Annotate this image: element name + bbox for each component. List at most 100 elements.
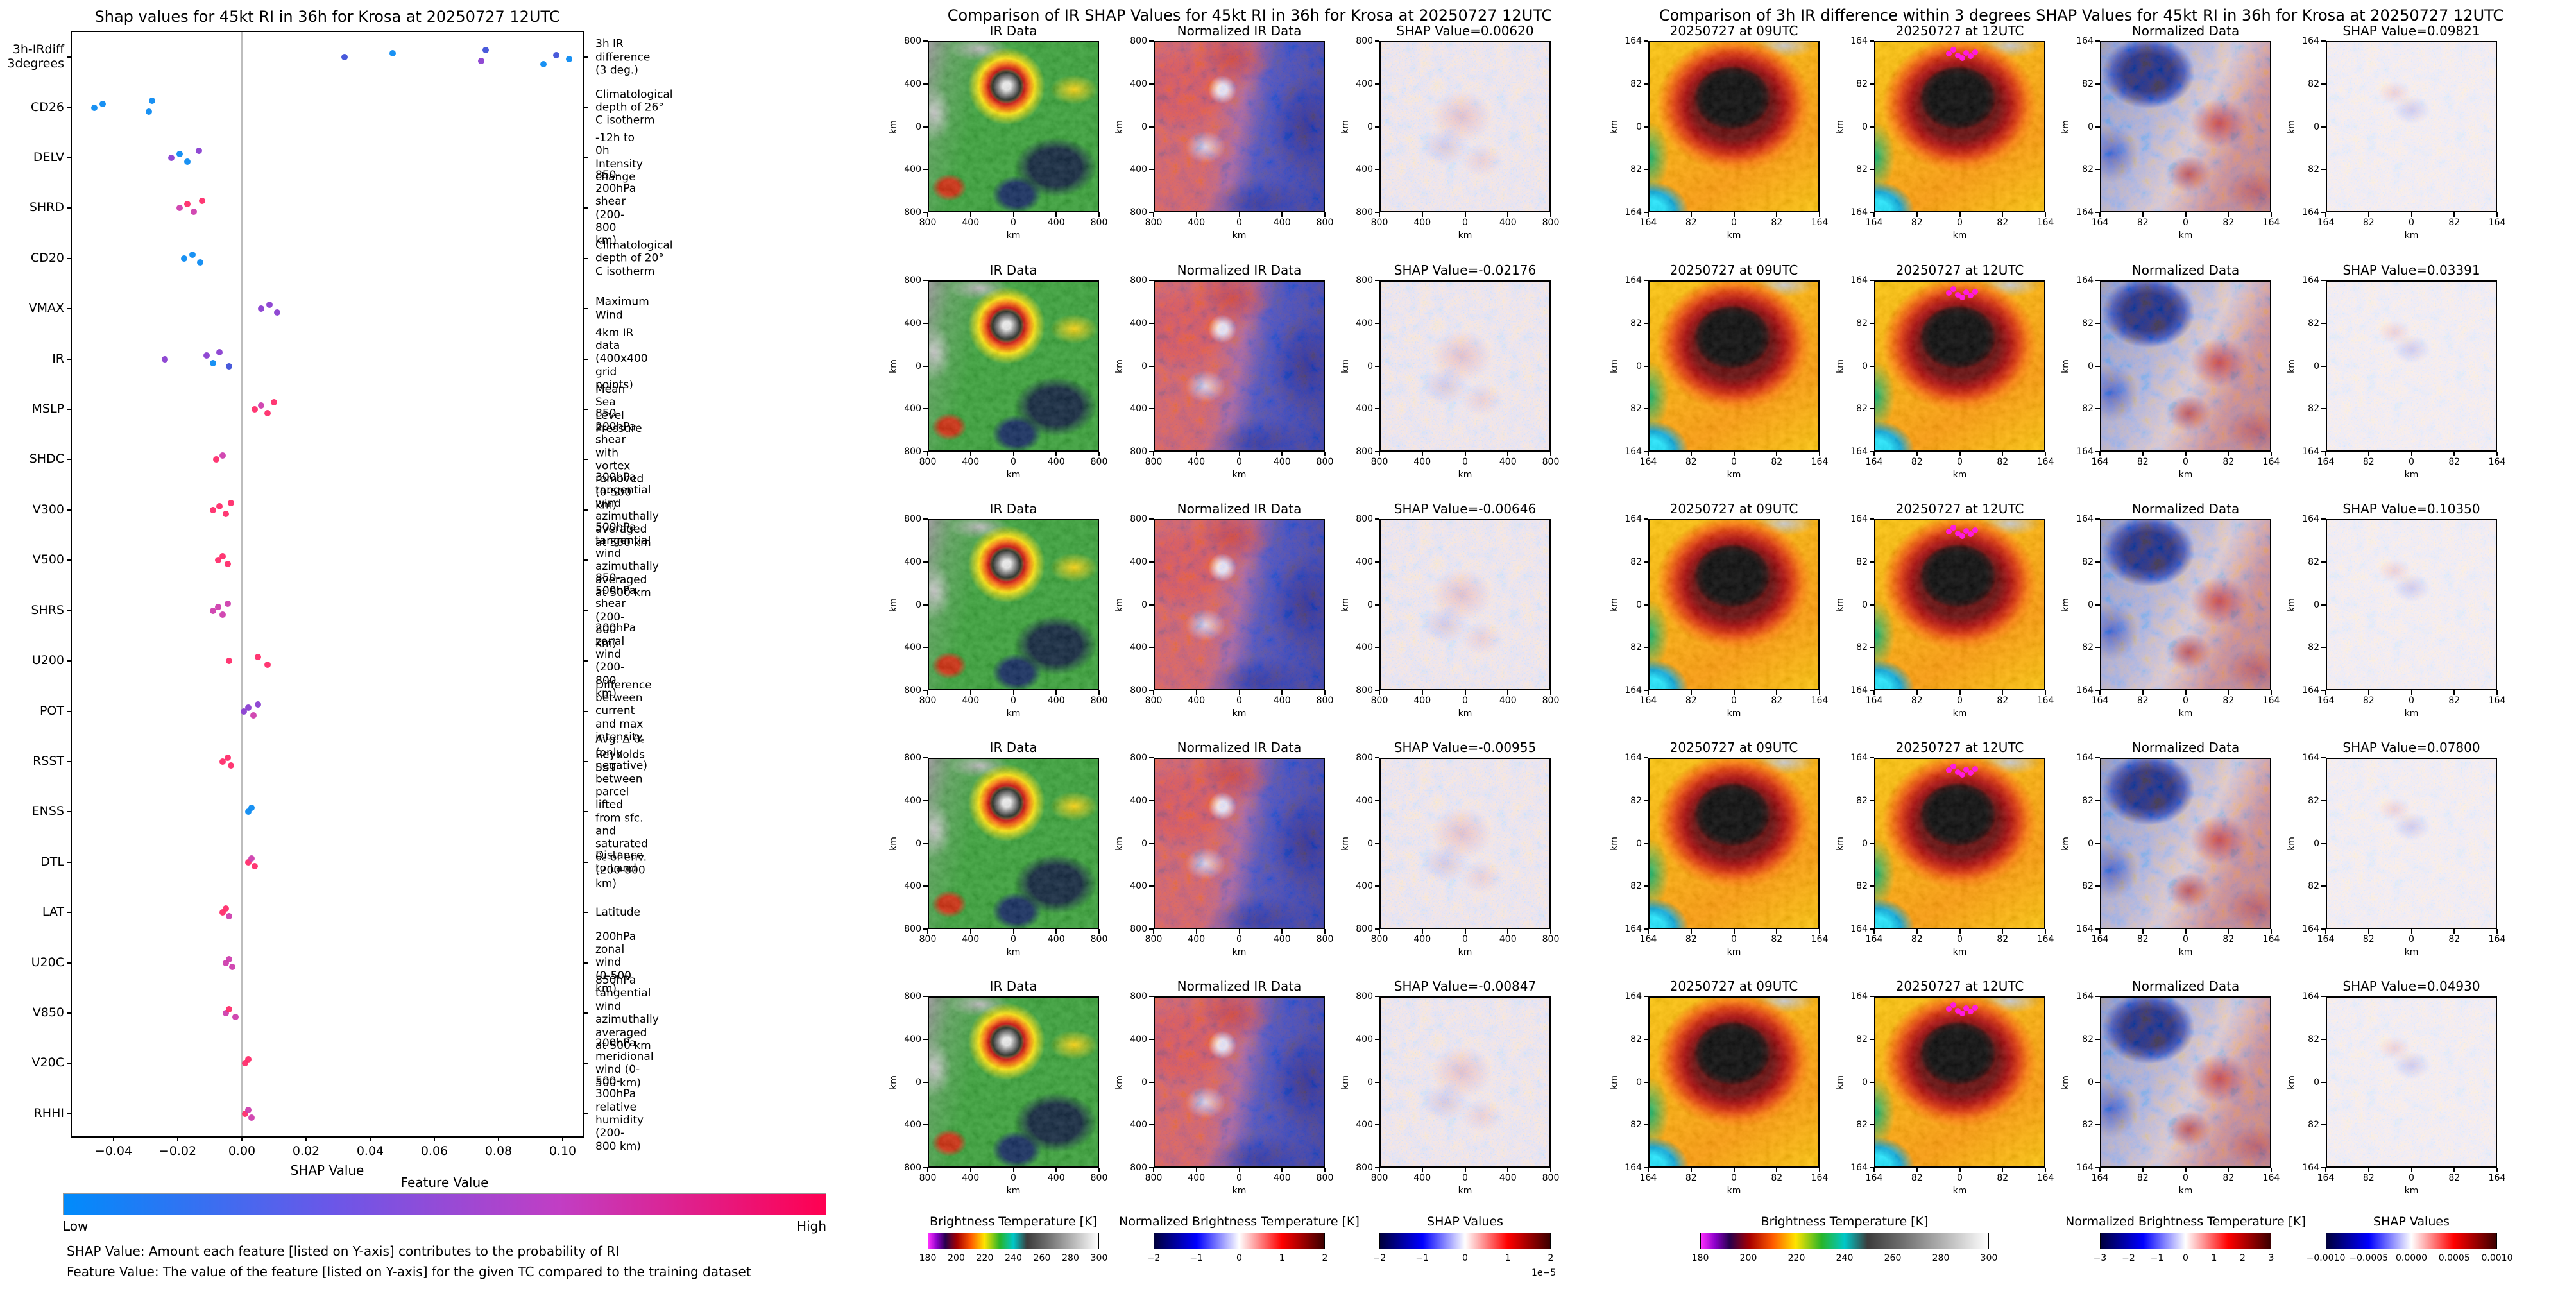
ir-shap-map-subplot: SHAP Value=-0.00955 800 800 400 400 0 0 400 400 8…	[1340, 740, 1559, 957]
x-tick-mark	[1012, 452, 1014, 456]
y-tick-mark	[2095, 408, 2100, 410]
y-tick-label: 82	[2082, 795, 2094, 806]
x-tick-label: 0	[1462, 457, 1468, 467]
x-tick-label: 800	[1090, 934, 1108, 944]
noise-texture	[2327, 282, 2496, 450]
y-tick-mark	[1644, 647, 1648, 649]
x-tick-label: 800	[1542, 218, 1560, 228]
subplot-title: Normalized IR Data	[1177, 23, 1302, 38]
y-tick-label: 82	[2082, 78, 2094, 89]
x-tick-label: 400	[962, 696, 980, 706]
y-tick-label: 400	[1130, 1034, 1147, 1045]
x-tick-mark	[1324, 929, 1326, 934]
x-tick-label: 400	[1188, 1173, 1206, 1183]
shap-dot	[216, 502, 223, 509]
y-tick-mark	[1644, 928, 1648, 930]
y-tick-label: 82	[1856, 164, 1868, 175]
noise-texture	[1381, 520, 1549, 689]
colorbar-tick-label: 240	[1005, 1253, 1022, 1263]
shap-dot	[245, 858, 252, 866]
y-tick-label: 82	[2308, 642, 2319, 653]
y-tick-mark	[1149, 757, 1154, 758]
x-tick-label: 0.10	[549, 1144, 577, 1158]
y-tick-label: 400	[1130, 1120, 1147, 1131]
shap-dot	[210, 607, 216, 614]
ir-data-subplot: IR Data 800 800 400 400 0 0 400 400 800 800 km km	[889, 978, 1107, 1196]
y-tick-mark	[1870, 40, 1874, 42]
y-tick-label: 400	[1130, 404, 1147, 414]
ir-12utc-subplot: 20250727 at 12UTC 164 164 82 82 0 0 82 82 164 164 k…	[1835, 978, 2054, 1196]
x-tick-mark	[2271, 452, 2272, 456]
colorbar-label: Brightness Temperature [K]	[930, 1215, 1097, 1229]
noise-texture	[1381, 759, 1549, 928]
x-tick-mark	[2142, 1168, 2144, 1172]
x-tick-label: 164	[1811, 934, 1829, 944]
x-tick-mark	[1195, 452, 1197, 456]
x-tick-label: 0	[1731, 218, 1737, 228]
x-tick-label: 0	[1731, 1173, 1737, 1183]
x-tick-mark	[1238, 690, 1240, 695]
feature-label: 3h-IRdiff 3degrees	[7, 42, 64, 71]
x-tick-label: 164	[2317, 457, 2335, 467]
desc-tick-mark	[583, 358, 588, 360]
x-tick-label: 400	[962, 457, 980, 467]
y-tick-label: 164	[1850, 753, 1868, 763]
normalized-ir-subplot: Normalized IR Data 800 800 400 400 0 0 400 400 80…	[1114, 740, 1333, 957]
y-tick-label: 0	[1367, 838, 1373, 849]
y-tick-mark	[1375, 83, 1379, 85]
colorbar-tick-label: −3	[2093, 1253, 2107, 1263]
x-tick-label: 164	[2091, 218, 2109, 228]
y-tick-mark	[1375, 1081, 1379, 1083]
y-tick-mark	[923, 365, 928, 367]
y-axis-unit: km	[2286, 836, 2297, 851]
x-tick-mark	[2271, 212, 2272, 217]
shap-dot	[250, 712, 257, 719]
colorbar-tick-label: 180	[1691, 1253, 1709, 1263]
feature-label: V300	[32, 502, 64, 516]
noise-texture	[2327, 759, 2496, 928]
y-tick-label: 82	[2308, 404, 2319, 414]
x-tick-label: 0	[1731, 696, 1737, 706]
x-tick-mark	[1648, 690, 1649, 695]
feature-label: SHRD	[29, 200, 64, 215]
colorbar-tick-label: −1	[1190, 1253, 1204, 1263]
y-axis-unit: km	[2060, 597, 2071, 612]
feature-description: Difference between current and max inten…	[595, 678, 652, 744]
y-tick-mark	[1644, 690, 1648, 691]
subplot-title: Normalized Data	[2131, 978, 2240, 994]
x-tick-mark	[1873, 452, 1875, 456]
x-tick-mark	[1153, 212, 1154, 217]
x-tick-label: 400	[1413, 1173, 1431, 1183]
colorbar-label: Brightness Temperature [K]	[1761, 1215, 1929, 1229]
feature-label: CD20	[30, 250, 64, 265]
x-tick-mark	[1733, 1168, 1735, 1172]
y-tick-mark	[1149, 1167, 1154, 1168]
x-tick-mark	[2410, 212, 2412, 217]
x-tick-label: 164	[2262, 457, 2280, 467]
y-tick-mark	[2321, 885, 2326, 887]
y-tick-label: 800	[1356, 991, 1373, 1002]
colorbar-offset-text: 1e−5	[1531, 1268, 1557, 1278]
noise-texture	[1155, 520, 1324, 689]
noise-texture	[1381, 998, 1549, 1166]
shap-dot	[227, 762, 234, 769]
x-tick-label: 82	[1911, 457, 1923, 467]
shap-dot	[210, 359, 216, 366]
noise-texture	[1381, 520, 1549, 689]
y-tick-mark	[1870, 604, 1874, 606]
y-tick-mark	[1375, 408, 1379, 410]
normalized-ir-image	[1154, 41, 1325, 212]
y-tick-label: 82	[2308, 881, 2319, 892]
noise-texture	[1155, 520, 1324, 689]
shap-marker-cluster	[1946, 1006, 1952, 1012]
x-tick-label: 400	[1273, 696, 1291, 706]
y-tick-mark	[1870, 322, 1874, 324]
x-tick-label: 82	[2222, 457, 2235, 467]
x-tick-mark	[2367, 212, 2369, 217]
noise-texture	[929, 282, 1098, 450]
ir-panel-title: Comparison of IR SHAP Values for 45kt RI…	[947, 6, 1553, 24]
x-tick-mark	[927, 690, 928, 695]
x-tick-mark	[1550, 212, 1551, 217]
y-tick-mark	[1870, 1038, 1874, 1040]
x-tick-label: 82	[2222, 934, 2235, 944]
